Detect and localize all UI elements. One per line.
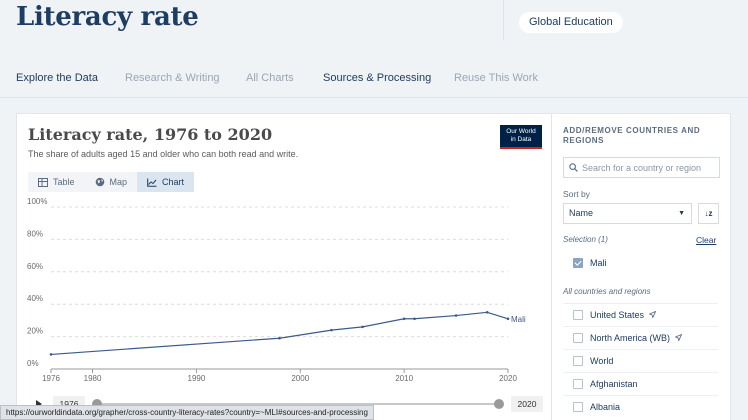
- checkbox[interactable]: [573, 401, 583, 412]
- checkbox[interactable]: [573, 332, 583, 343]
- location-arrow-icon: [675, 334, 683, 341]
- page-header: Literacy rate Global Education Explore t…: [0, 0, 748, 98]
- status-bar-url: https://ourworldindata.org/grapher/cross…: [0, 405, 374, 420]
- entity-name: North America (WB): [590, 332, 671, 343]
- x-tick-label: 1990: [188, 374, 206, 383]
- y-tick-label: 80%: [27, 229, 43, 238]
- view-tab-chart[interactable]: Chart: [137, 172, 195, 192]
- entity-search-input[interactable]: [582, 162, 717, 173]
- view-tab-table-label: Table: [53, 177, 75, 187]
- entity-name: United States: [590, 309, 645, 320]
- checkbox-checked[interactable]: [573, 258, 583, 268]
- timeline-start-label: 1976: [60, 399, 79, 409]
- line-chart-icon: [147, 178, 157, 187]
- tab-sources-processing[interactable]: Sources & Processing: [323, 72, 432, 84]
- entity-name: Afghanistan: [590, 378, 638, 389]
- sidebar-heading: ADD/REMOVE COUNTRIES AND REGIONS: [563, 126, 701, 145]
- x-tick-label: 2010: [395, 374, 413, 383]
- entity-search-box[interactable]: [563, 157, 720, 178]
- entity-name: Mali: [590, 258, 607, 268]
- all-entities-label: All countries and regions: [563, 287, 651, 296]
- sort-label: Sort by: [563, 189, 590, 199]
- line-chart: 0% 20% 40% 60% 80% 100% 1976 1980 1990 2000 2010 20…: [27, 197, 543, 412]
- topic-pill-link[interactable]: Global Education: [519, 12, 623, 33]
- entity-name: World: [590, 355, 614, 366]
- x-tick-label: 1980: [84, 374, 102, 383]
- timeline-end-label: 2020: [518, 399, 537, 409]
- entity-name: Albania: [590, 401, 621, 412]
- tab-all-charts[interactable]: All Charts: [246, 72, 294, 84]
- y-tick-label: 0%: [27, 359, 39, 368]
- tab-research-writing[interactable]: Research & Writing: [125, 72, 220, 84]
- checkbox[interactable]: [573, 355, 583, 366]
- grapher-panel: Literacy rate, 1976 to 2020 The share of…: [16, 113, 552, 420]
- x-tick-label: 2000: [291, 374, 309, 383]
- entity-row[interactable]: Albania: [563, 395, 718, 417]
- page-scrollbar[interactable]: [742, 98, 748, 420]
- logo-line-2: in Data: [510, 136, 532, 143]
- globe-icon: [95, 177, 105, 187]
- page-title: Literacy rate: [16, 2, 199, 32]
- sort-select[interactable]: Name ▼: [563, 203, 692, 224]
- logo-line-1: Our World: [506, 128, 536, 135]
- data-point: [454, 314, 458, 317]
- data-point: [330, 328, 333, 332]
- entity-row[interactable]: United States: [563, 303, 718, 325]
- view-tab-chart-label: Chart: [162, 177, 185, 187]
- entity-row[interactable]: North America (WB): [563, 326, 718, 348]
- header-divider: [503, 0, 504, 40]
- caret-down-icon: ▼: [678, 210, 685, 217]
- entity-sidebar: ADD/REMOVE COUNTRIES AND REGIONS Sort by…: [552, 113, 731, 420]
- x-tick-label: 1976: [42, 374, 60, 383]
- y-tick-label: 40%: [27, 294, 43, 303]
- view-tab-map[interactable]: Map: [85, 172, 138, 192]
- data-point: [49, 353, 53, 356]
- table-icon: [38, 177, 48, 187]
- y-tick-label: 20%: [27, 327, 43, 336]
- tab-reuse-this-work[interactable]: Reuse This Work: [454, 72, 538, 84]
- timeline-end-box: [511, 396, 543, 412]
- location-arrow-icon: [649, 311, 657, 318]
- timeline-end-handle[interactable]: [494, 399, 504, 409]
- data-point: [278, 336, 281, 340]
- view-tab-table[interactable]: Table: [28, 172, 85, 192]
- sort-select-value: Name: [569, 208, 594, 218]
- selection-label: Selection (1): [563, 235, 608, 244]
- entity-row[interactable]: World: [563, 349, 718, 371]
- data-point: [413, 317, 416, 321]
- x-tick-label: 2020: [499, 374, 517, 383]
- y-tick-label: 100%: [27, 197, 47, 206]
- clear-selection-link[interactable]: Clear: [696, 235, 717, 245]
- data-point: [506, 317, 510, 321]
- entity-row[interactable]: Afghanistan: [563, 372, 718, 394]
- view-tabs: Table Map Chart: [28, 172, 195, 192]
- checkbox[interactable]: [573, 378, 583, 389]
- sort-order-toggle[interactable]: ↓z: [698, 203, 719, 224]
- data-point: [485, 311, 489, 314]
- view-tab-map-label: Map: [109, 177, 128, 187]
- owid-logo[interactable]: Our World in Data: [500, 125, 542, 149]
- chart-title: Literacy rate, 1976 to 2020: [28, 125, 273, 144]
- chart-subtitle: The share of adults aged 15 and older wh…: [28, 149, 299, 159]
- series-line-mali[interactable]: [50, 311, 509, 356]
- search-icon: [569, 159, 578, 177]
- series-label: Mali: [511, 315, 526, 324]
- tab-explore-the-data[interactable]: Explore the Data: [16, 72, 98, 84]
- data-point: [402, 317, 406, 321]
- selected-entity-row[interactable]: Mali: [563, 252, 718, 274]
- data-point: [361, 325, 364, 329]
- y-tick-label: 60%: [27, 262, 43, 271]
- checkbox[interactable]: [573, 309, 583, 320]
